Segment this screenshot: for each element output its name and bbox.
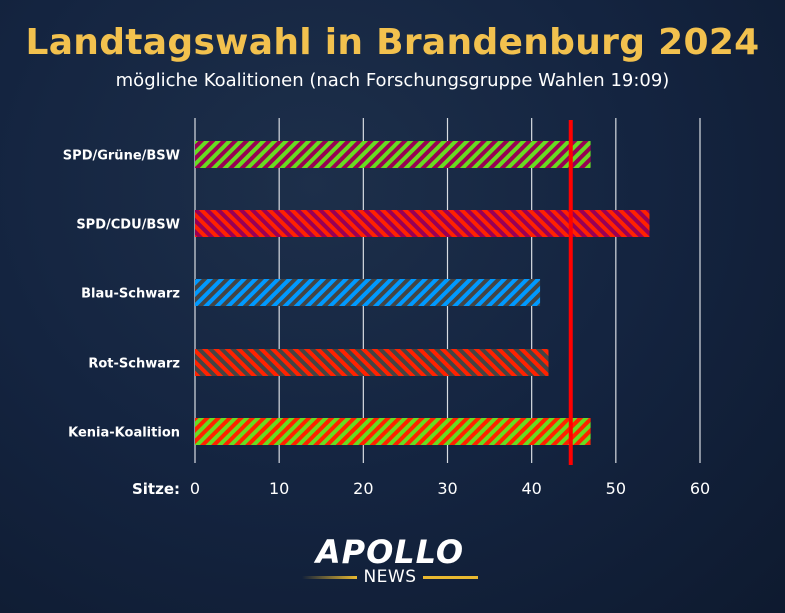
category-label: Rot-Schwarz <box>88 357 180 372</box>
x-tick-label: 20 <box>353 479 373 498</box>
x-tick-label: 40 <box>521 479 541 498</box>
category-label: SPD/CDU/BSW <box>76 218 180 233</box>
apollo-news-logo: APOLLO NEWS <box>300 535 480 587</box>
x-tick-label: 60 <box>690 479 710 498</box>
bar <box>195 141 591 168</box>
category-label: Kenia-Koalition <box>68 426 180 441</box>
chart-subtitle: mögliche Koalitionen (nach Forschungsgru… <box>115 70 670 91</box>
category-label: Blau-Schwarz <box>81 287 180 302</box>
chart-title: Landtagswahl in Brandenburg 2024 <box>25 22 760 63</box>
category-label: SPD/Grüne/BSW <box>63 149 180 164</box>
x-tick-label: 10 <box>269 479 289 498</box>
x-axis-label: Sitze: <box>132 480 180 498</box>
x-tick-label: 0 <box>190 479 200 498</box>
bar <box>195 279 541 306</box>
x-tick-label: 50 <box>606 479 626 498</box>
logo-news: NEWS <box>363 567 417 587</box>
logo-apollo: APOLLO <box>315 533 465 571</box>
bar <box>195 349 549 376</box>
x-tick-label: 30 <box>437 479 457 498</box>
bar <box>195 418 591 445</box>
bar <box>195 210 650 237</box>
